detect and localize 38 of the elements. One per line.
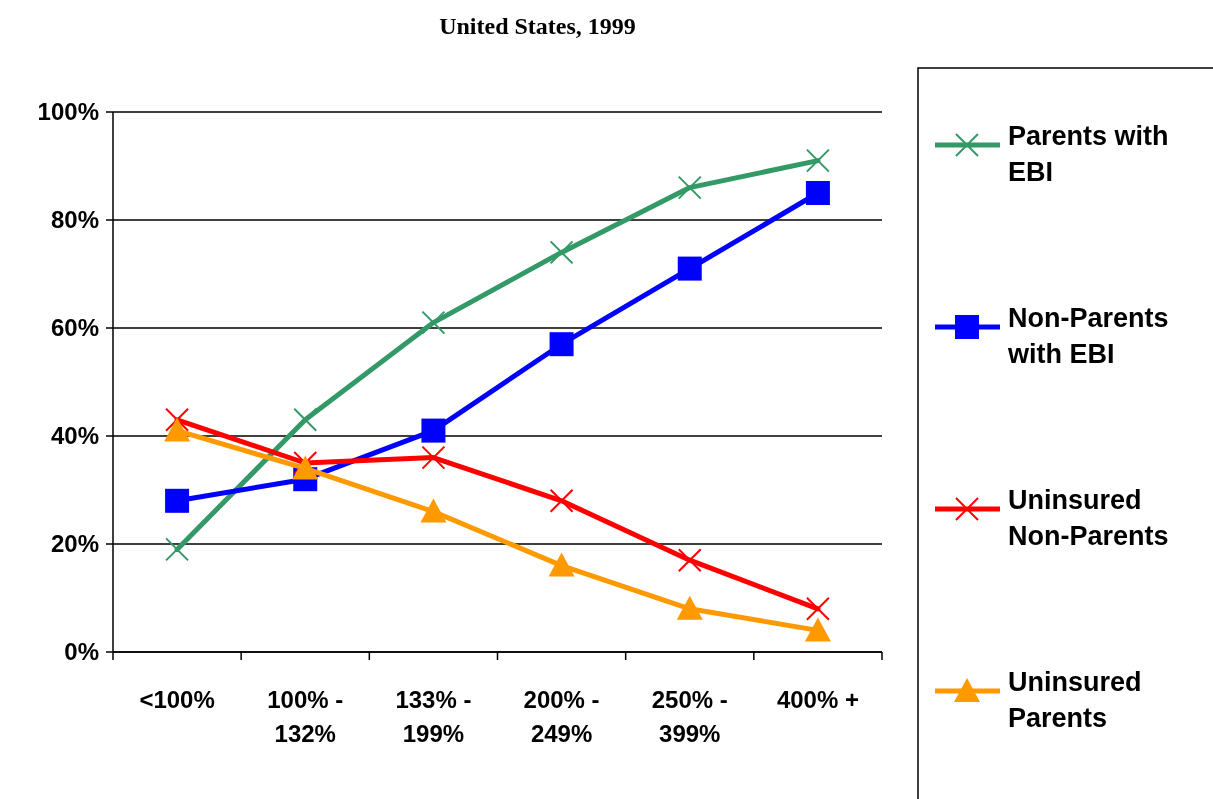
point bbox=[420, 498, 447, 523]
point bbox=[421, 445, 446, 470]
point bbox=[805, 181, 830, 205]
legend-label: Non-Parents with EBI bbox=[1007, 303, 1169, 369]
point bbox=[164, 417, 191, 442]
point bbox=[292, 455, 319, 480]
point bbox=[293, 407, 318, 432]
x-tick-label: 133% - 199% bbox=[395, 686, 472, 747]
point bbox=[677, 256, 702, 281]
legend-label: Uninsured Parents bbox=[1008, 667, 1142, 733]
x-tick-label: 250% - 399% bbox=[651, 686, 728, 747]
point bbox=[549, 332, 574, 357]
point bbox=[805, 148, 830, 173]
point bbox=[421, 418, 446, 443]
legend-label: Parents with EBI bbox=[1008, 121, 1169, 187]
y-tick-label: 60% bbox=[50, 314, 99, 342]
point bbox=[676, 595, 703, 620]
point bbox=[677, 548, 702, 573]
y-tick-label: 20% bbox=[50, 530, 99, 558]
point bbox=[549, 240, 574, 265]
x-tick-label: 100% - 132% bbox=[267, 686, 344, 747]
point bbox=[421, 310, 446, 335]
x-tick-label: 400% + bbox=[776, 686, 859, 713]
point bbox=[165, 488, 190, 513]
y-tick-label: 80% bbox=[50, 206, 99, 234]
legend-label: Uninsured Non-Parents bbox=[1008, 485, 1169, 551]
chart-title: United States, 1999 bbox=[439, 13, 636, 39]
point bbox=[805, 596, 830, 621]
point bbox=[548, 552, 575, 577]
y-tick-label: 40% bbox=[50, 422, 99, 450]
point bbox=[804, 617, 831, 642]
point bbox=[165, 537, 190, 562]
x-tick-label: <100% bbox=[139, 686, 215, 713]
point bbox=[677, 175, 702, 200]
y-tick-label: 100% bbox=[37, 98, 99, 126]
y-tick-label: 0% bbox=[64, 638, 99, 666]
x-tick-label: 200% - 249% bbox=[523, 686, 600, 747]
point bbox=[549, 488, 574, 513]
